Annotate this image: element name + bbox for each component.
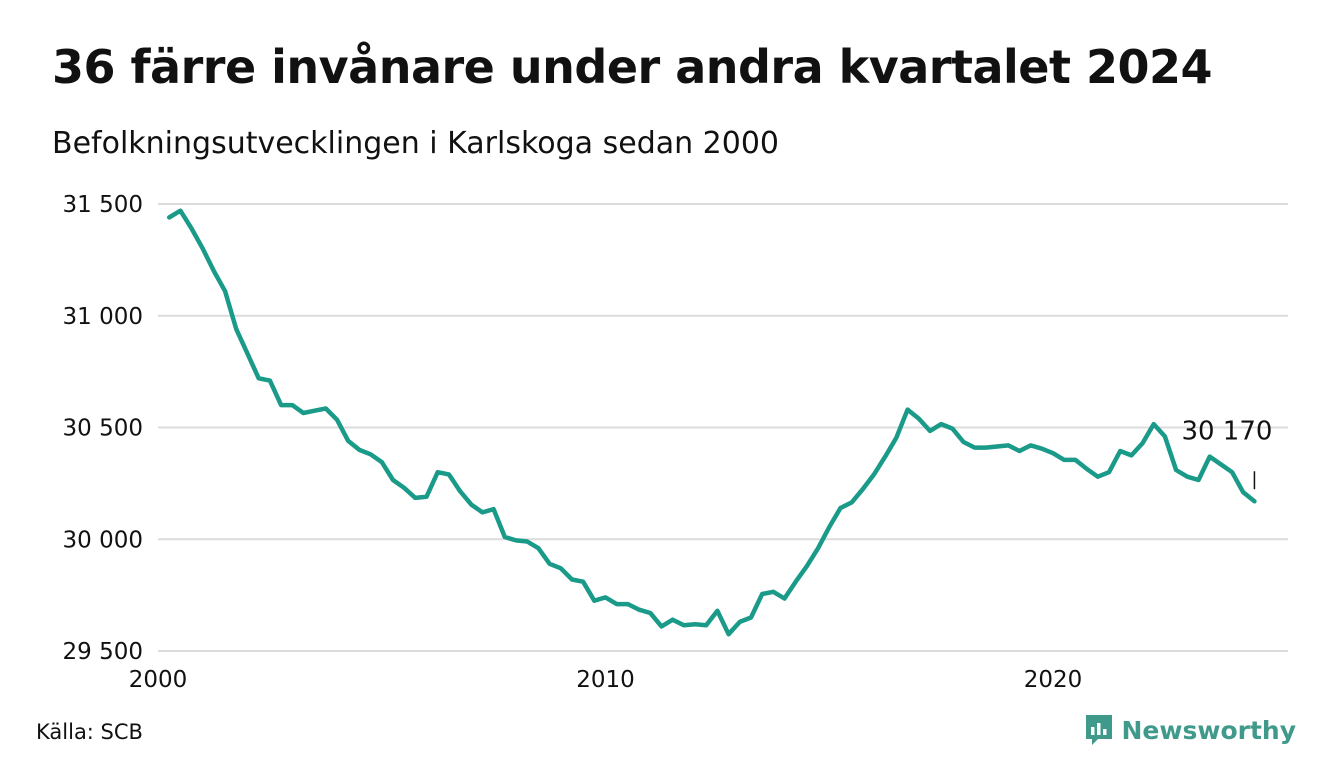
y-tick-label: 31 000 [63, 304, 143, 330]
end-value-label: 30 170 [1181, 416, 1272, 446]
source-note: Källa: SCB [36, 720, 143, 744]
newsworthy-logo-icon [1085, 715, 1112, 745]
x-tick-label: 2020 [1024, 667, 1083, 693]
y-tick-label: 31 500 [63, 192, 143, 218]
series-line [166, 208, 1257, 637]
brand-logo: Newsworthy [1084, 713, 1297, 747]
y-tick-label: 29 500 [63, 639, 143, 665]
chart-subtitle: Befolkningsutvecklingen i Karlskoga seda… [52, 126, 780, 161]
brand-name: Newsworthy [1121, 715, 1297, 745]
x-tick-label: 2000 [129, 667, 188, 693]
chart-title: 36 färre invånare under andra kvartalet … [52, 40, 1213, 94]
x-tick-label: 2010 [576, 667, 635, 693]
y-tick-label: 30 000 [63, 527, 143, 553]
y-tick-label: 30 500 [63, 416, 143, 442]
